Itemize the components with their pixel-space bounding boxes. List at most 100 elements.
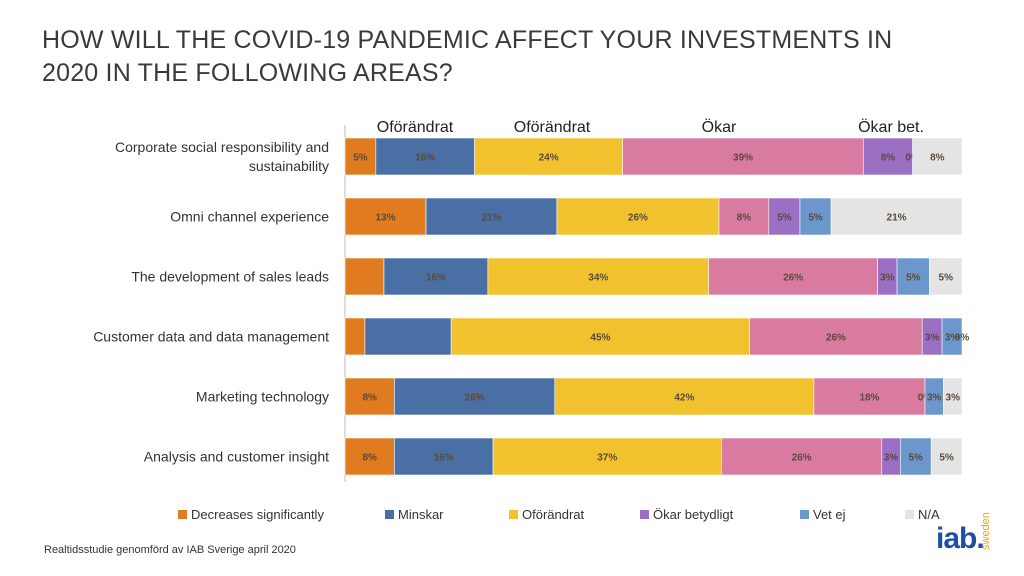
legend-swatch — [800, 510, 809, 519]
column-header: Oförändrat — [377, 119, 454, 136]
data-label: 39% — [733, 153, 753, 164]
bar-segment — [375, 137, 475, 176]
legend-swatch — [905, 510, 914, 519]
data-label: 16% — [434, 453, 454, 464]
bar-segment — [556, 197, 720, 236]
data-label: 0% — [955, 333, 970, 344]
bar-segment — [344, 437, 395, 476]
legend-swatch — [178, 510, 187, 519]
bar-segment — [450, 317, 750, 356]
legend-swatch — [385, 510, 394, 519]
bar-segment — [813, 377, 926, 416]
column-header: Ökar — [702, 118, 737, 136]
data-label: 18% — [859, 393, 879, 404]
bar-segment — [394, 437, 494, 476]
bar-segment — [344, 197, 427, 236]
bar-segment — [799, 197, 832, 236]
column-header: Ökar bet. — [858, 118, 924, 136]
category-label: Customer data and data management — [93, 329, 329, 345]
data-label: 8% — [362, 453, 377, 464]
category-labels: Corporate social responsibility and susta… — [93, 139, 329, 465]
legend: Decreases significantly Minskar Oförändrat… — [178, 507, 940, 522]
legend-label: Minskar — [398, 507, 444, 522]
bar-segment — [487, 257, 710, 296]
data-label: 16% — [426, 273, 446, 284]
data-label: 26% — [465, 393, 485, 404]
bar-segment — [708, 257, 878, 296]
data-label: 5% — [939, 273, 954, 284]
category-label: The development of sales leads — [131, 269, 329, 285]
legend-label: Decreases significantly — [191, 507, 324, 522]
bar-segment — [930, 437, 963, 476]
data-label: 3% — [884, 453, 899, 464]
logo-subtext: sweden — [980, 512, 992, 550]
category-label: Omni channel experience — [170, 209, 329, 225]
chart-title: HOW WILL THE COVID-19 PANDEMIC AFFECT YO… — [42, 24, 942, 90]
bar-segment — [912, 137, 963, 176]
data-label: 21% — [481, 213, 501, 224]
data-label: 8% — [737, 213, 752, 224]
data-label: 34% — [588, 273, 608, 284]
data-label: 5% — [808, 213, 823, 224]
legend-label: Oförändrat — [522, 507, 585, 522]
bar-segment — [929, 257, 963, 296]
data-label: 16% — [415, 153, 435, 164]
data-label: 3% — [927, 393, 942, 404]
column-headers: Oförändrat Oförändrat Ökar Ökar bet. — [377, 118, 924, 136]
data-label: 5% — [906, 273, 921, 284]
data-label: 8% — [881, 153, 896, 164]
bar-segment — [941, 317, 963, 356]
bar-segment — [899, 437, 932, 476]
data-label: 3% — [880, 273, 895, 284]
bar-segment — [344, 257, 385, 296]
data-label: 3% — [946, 393, 961, 404]
bar-area: 5% 16% 24% 39% 8% 0% 8% 13% 21% 26% 8% 5% 5% 21% 16% 34… — [344, 125, 970, 482]
data-label: 26% — [783, 273, 803, 284]
legend-label: N/A — [918, 507, 940, 522]
legend-label: Vet ej — [813, 507, 846, 522]
data-label: 26% — [792, 453, 812, 464]
bar-segment — [425, 197, 558, 236]
data-label: 37% — [597, 453, 617, 464]
data-label: 26% — [826, 333, 846, 344]
category-label: Corporate social responsibility and susta… — [115, 139, 329, 174]
data-label: 42% — [674, 393, 694, 404]
data-label: 5% — [777, 213, 792, 224]
data-label: 45% — [590, 333, 610, 344]
chart-title-line-1: HOW WILL THE COVID-19 PANDEMIC AFFECT YO… — [42, 26, 893, 54]
iab-sweden-logo: iab. sweden — [932, 500, 1002, 560]
data-label: 13% — [376, 213, 396, 224]
data-label: 3% — [925, 333, 940, 344]
data-label: 8% — [930, 153, 945, 164]
data-label: 5% — [353, 153, 368, 164]
bar-segment — [554, 377, 815, 416]
data-label: 5% — [939, 453, 954, 464]
legend-swatch — [640, 510, 649, 519]
bar-segment — [344, 137, 377, 176]
data-label: 5% — [908, 453, 923, 464]
bar-segment — [344, 377, 395, 416]
data-label: 3% — [945, 333, 960, 344]
data-label: 21% — [887, 213, 907, 224]
bar-segment — [768, 197, 801, 236]
legend-swatch — [509, 510, 518, 519]
bar-segment — [862, 137, 913, 176]
data-label: 24% — [539, 153, 559, 164]
bar-segment — [364, 317, 452, 356]
bar-segment — [718, 197, 770, 236]
footnote: Realtidsstudie genomförd av IAB Sverige … — [44, 544, 296, 556]
column-header: Oförändrat — [514, 119, 591, 136]
bar-segment — [383, 257, 489, 296]
bar-segment — [492, 437, 722, 476]
bar-segment — [622, 137, 864, 176]
bar-segment — [943, 377, 963, 416]
logo-text: iab. — [936, 522, 985, 555]
legend-label: Ökar betydligt — [653, 507, 734, 522]
category-label: Analysis and customer insight — [144, 449, 329, 465]
chart-title-line-2: 2020 IN THE FOLLOWING AREAS? — [42, 59, 453, 87]
bar-segment — [896, 257, 930, 296]
bar-segment — [344, 317, 366, 356]
data-label: 8% — [362, 393, 377, 404]
bar-segment — [749, 317, 923, 356]
